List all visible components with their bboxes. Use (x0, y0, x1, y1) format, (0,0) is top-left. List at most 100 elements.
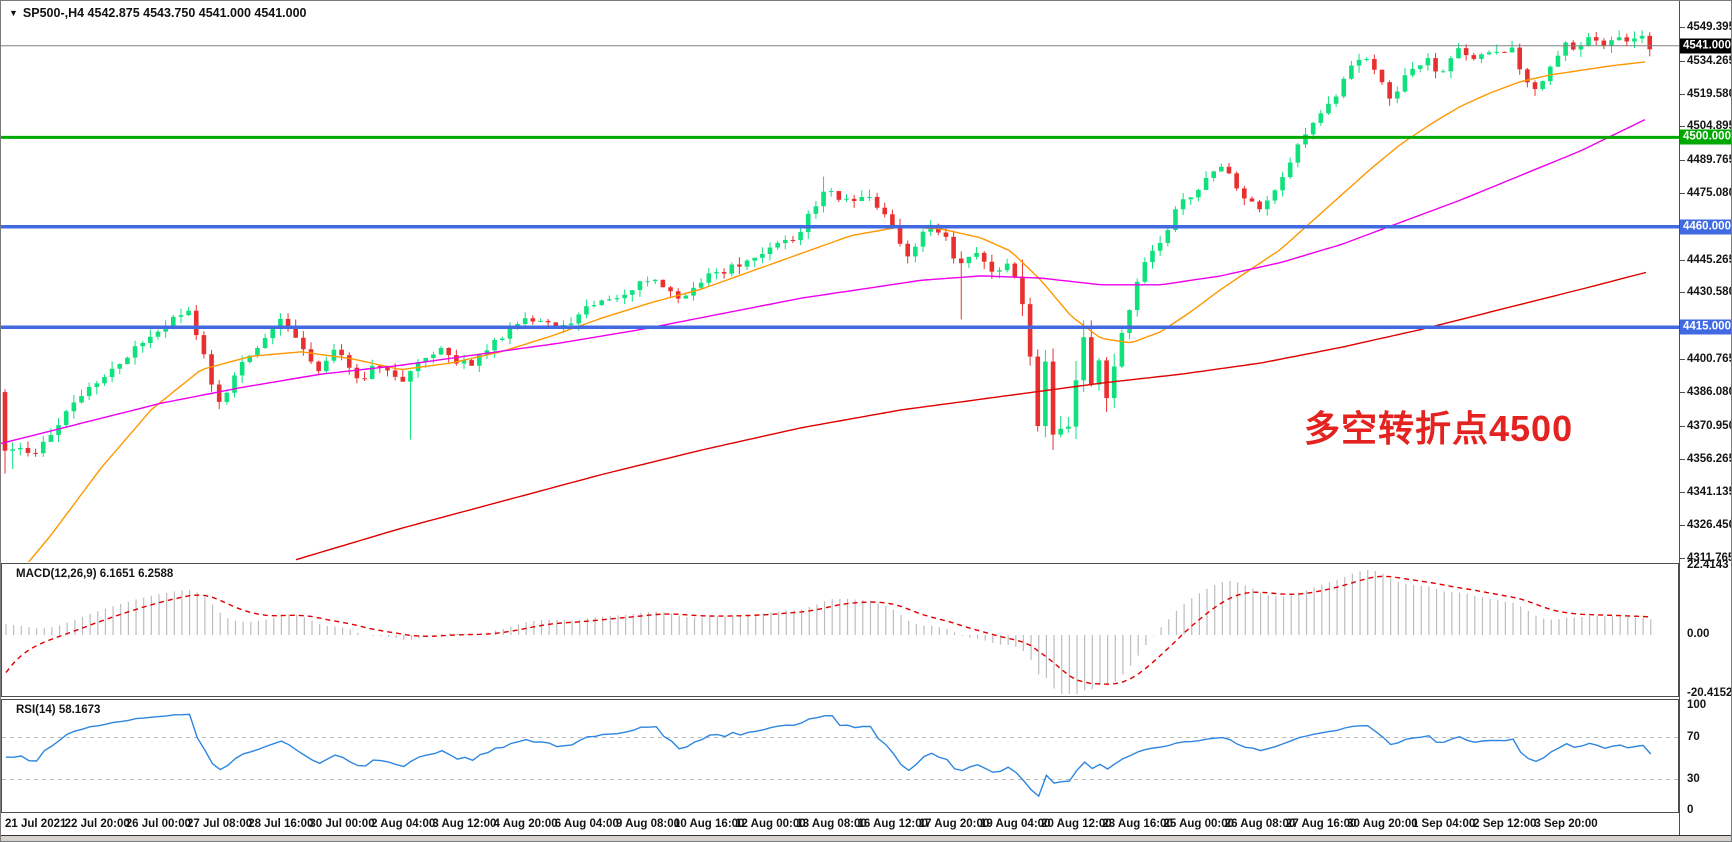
candle-up (1303, 134, 1308, 145)
candle-up (132, 346, 138, 358)
time-label: 2 Aug 04:00 (371, 818, 436, 830)
candle-up (18, 447, 23, 450)
bottom-scrollbar-strip[interactable] (1, 835, 1731, 841)
time-label: 17 Aug 20:00 (918, 818, 990, 830)
candle-down (301, 337, 306, 350)
candle-down (346, 355, 352, 368)
candle-up (1349, 65, 1354, 79)
price-tick-label: 4430.580 (1687, 286, 1732, 299)
rsi-plot[interactable] (2, 700, 1678, 812)
candle-down (316, 361, 321, 372)
candle-up (1417, 65, 1423, 69)
candle-down (1027, 304, 1033, 357)
candle-up (522, 318, 528, 325)
time-label: 26 Aug 08:00 (1224, 818, 1296, 830)
candle-up (1425, 58, 1431, 66)
macd-panel[interactable]: MACD(12,26,9) 6.1651 6.2588 (1, 563, 1679, 697)
macd-scale-label: 22.4143 (1687, 559, 1729, 571)
candle-up (247, 355, 253, 363)
candle-up (798, 232, 803, 241)
candle-up (844, 198, 849, 200)
candle-down (1624, 37, 1630, 42)
candle-down (1234, 173, 1239, 189)
candle-down (354, 367, 360, 379)
candle-up (255, 348, 260, 356)
candle-down (33, 452, 38, 454)
candle-down (790, 239, 796, 241)
candle-up (1180, 199, 1186, 210)
candle-up (278, 318, 283, 329)
candle-up (262, 338, 268, 349)
candle-up (568, 323, 574, 326)
price-badge-4415.000: 4415.000 (1680, 319, 1731, 335)
candle-up (783, 239, 788, 244)
candle-down (193, 310, 199, 336)
price-tick-label: 4341.135 (1687, 486, 1732, 499)
collapse-triangle-icon[interactable]: ▼ (9, 8, 18, 18)
candle-up (86, 387, 92, 397)
candle-down (201, 335, 207, 355)
candle-up (178, 315, 184, 317)
candle-up (163, 326, 168, 332)
candle-up (683, 295, 689, 299)
time-label: 2 Sep 12:00 (1473, 818, 1537, 830)
candle-up (1494, 51, 1500, 53)
candle-down (2, 392, 8, 451)
candle-up (71, 402, 77, 412)
candle-up (1402, 75, 1408, 92)
price-badge-4541.000: 4541.000 (1680, 38, 1731, 54)
candle-up (698, 282, 704, 288)
candle-down (1257, 201, 1262, 210)
candle-up (1364, 59, 1369, 61)
candle-down (1020, 276, 1025, 305)
macd-signal-line (5, 575, 1651, 685)
rsi-panel[interactable]: RSI(14) 58.1673 (1, 699, 1679, 813)
candle-down (897, 225, 903, 244)
time-label: 9 Aug 08:00 (615, 818, 681, 830)
candle-down (660, 279, 666, 288)
macd-scale-label: 0.00 (1687, 628, 1710, 640)
candle-up (1632, 38, 1637, 42)
main-price-chart[interactable] (1, 1, 1679, 562)
price-tick-label: 4534.265 (1687, 54, 1732, 67)
candle-up (1586, 37, 1591, 46)
candle-up (1287, 162, 1293, 178)
candle-up (10, 449, 15, 451)
candle-up (1081, 337, 1086, 381)
price-tick-label: 4549.395 (1687, 20, 1732, 33)
price-badge-4500.000: 4500.000 (1680, 129, 1731, 145)
candle-up (1395, 91, 1400, 99)
rsi-label: RSI(14) 58.1673 (16, 704, 101, 716)
candle-up (867, 196, 872, 198)
price-tick-label: 4519.580 (1687, 87, 1732, 100)
candle-up (1173, 209, 1178, 231)
candle-down (1050, 361, 1056, 435)
candle-up (775, 243, 780, 248)
time-label: 27 Aug 16:00 (1285, 818, 1357, 830)
candle-up (1563, 42, 1568, 56)
candle-up (1157, 242, 1163, 251)
candle-up (1127, 310, 1132, 334)
candle-up (752, 257, 757, 261)
candle-up (1165, 230, 1171, 243)
candle-up (1264, 200, 1270, 210)
candle-up (706, 273, 712, 283)
rsi-scale-label: 30 (1687, 772, 1700, 785)
candle-down (1089, 337, 1094, 385)
time-label: 12 Aug 00:00 (735, 818, 806, 830)
macd-plot[interactable] (2, 564, 1678, 696)
candle-up (140, 342, 145, 347)
candle-up (622, 294, 627, 299)
time-label: 27 Jul 08:00 (186, 818, 253, 830)
price-tick-label: 4370.950 (1687, 419, 1732, 432)
candle-down (1647, 35, 1653, 50)
candle-down (216, 384, 222, 402)
candle-up (1043, 361, 1048, 427)
candle-down (25, 447, 31, 453)
candle-up (155, 331, 161, 337)
candle-up (232, 375, 237, 393)
candle-down (285, 318, 291, 327)
candle-up (1119, 333, 1125, 367)
candle-down (530, 318, 536, 322)
